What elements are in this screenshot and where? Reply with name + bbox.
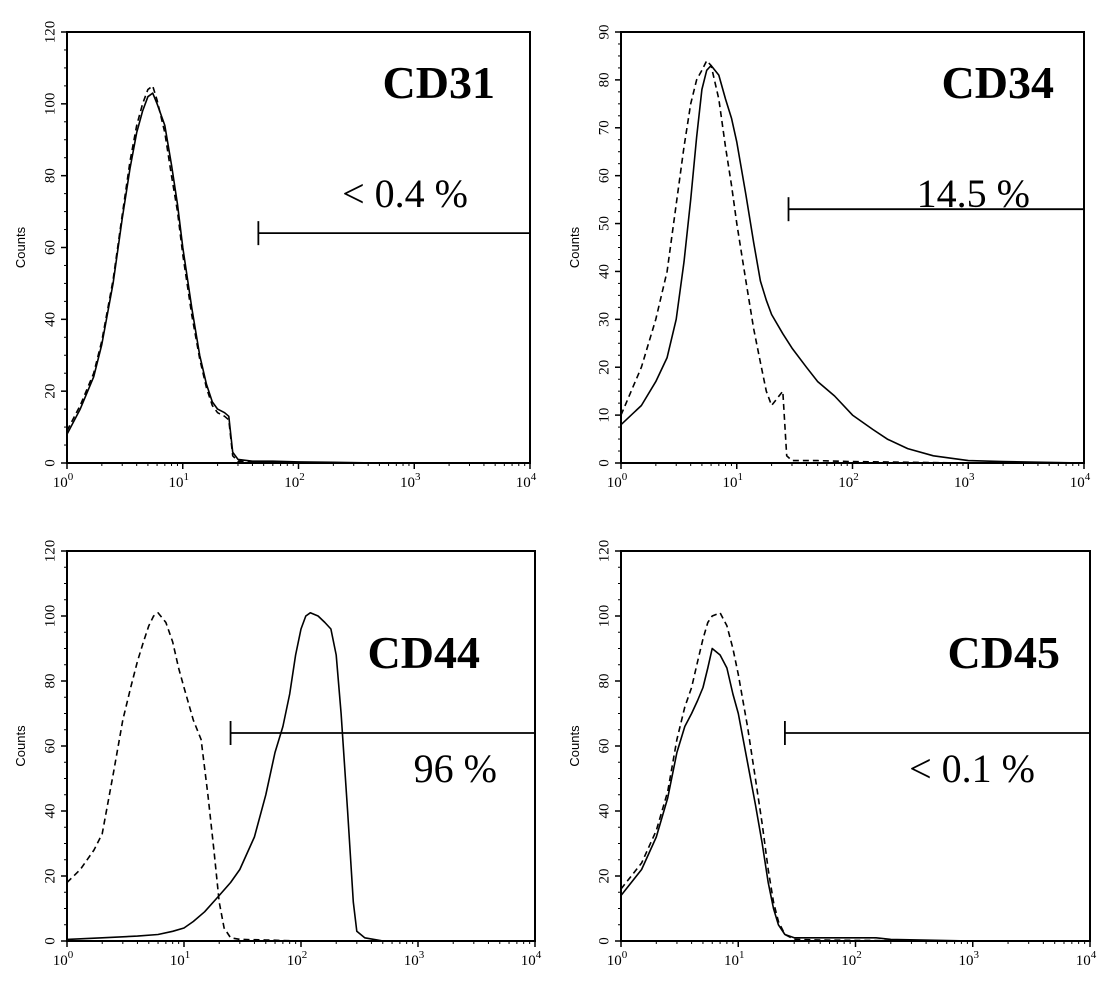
control-histogram-line [67, 611, 535, 941]
stained-histogram-line [67, 611, 535, 941]
y-tick-label: 40 [42, 804, 58, 819]
x-tick-label: 104 [516, 471, 537, 491]
marker-label: CD44 [368, 627, 480, 678]
x-tick-label: 104 [1076, 949, 1097, 969]
y-tick-label: 40 [42, 312, 58, 327]
x-tick-label: 102 [838, 471, 859, 491]
y-tick-label: 120 [42, 21, 58, 44]
y-tick-label: 60 [596, 739, 612, 754]
y-tick-label: 10 [596, 408, 612, 423]
percentage-label: < 0.1 % [909, 746, 1035, 791]
x-tick-label: 103 [954, 471, 975, 491]
x-tick-label: 102 [287, 949, 308, 969]
y-tick-label: 80 [42, 674, 58, 689]
y-tick-label: 80 [42, 168, 58, 183]
y-tick-label: 100 [42, 93, 58, 116]
y-tick-label: 80 [596, 72, 612, 87]
x-tick-label: 100 [607, 949, 628, 969]
control-histogram-line [621, 59, 1084, 463]
y-tick-label: 20 [42, 384, 58, 399]
percentage-label: < 0.4 % [342, 171, 468, 216]
panel-cd45: 0 20 40 60 80 100 120 100 101 102 103 104 Counts CD45… [567, 540, 1097, 969]
control-histogram-line [621, 611, 1090, 941]
y-tick-label: 0 [42, 937, 58, 945]
y-tick-label: 40 [596, 804, 612, 819]
y-axis-label: Counts [567, 725, 582, 767]
x-tick-label: 101 [169, 471, 190, 491]
control-histogram-line [67, 85, 530, 463]
marker-label: CD31 [383, 57, 495, 108]
x-tick-label: 101 [724, 949, 745, 969]
y-tick-label: 60 [42, 240, 58, 255]
y-tick-label: 30 [596, 312, 612, 327]
y-tick-label: 0 [42, 459, 58, 467]
panel-cd34: 0 10 20 30 40 50 60 70 80 90 100 101 102 103 104 Counts… [567, 25, 1091, 492]
percentage-label: 14.5 % [917, 171, 1030, 216]
x-tick-label: 103 [959, 949, 980, 969]
x-tick-label: 100 [607, 471, 628, 491]
y-axis-label: Counts [13, 226, 28, 268]
y-tick-label: 70 [596, 120, 612, 135]
x-tick-label: 103 [400, 471, 421, 491]
x-tick-label: 102 [284, 471, 305, 491]
y-tick-label: 120 [42, 540, 58, 563]
y-tick-label: 100 [42, 605, 58, 628]
panel-cd31: 0 20 40 60 80 100 120 100 101 102 103 104 Counts CD31… [13, 21, 537, 491]
x-tick-label: 104 [521, 949, 542, 969]
y-tick-label: 0 [596, 459, 612, 467]
x-tick-label: 100 [53, 471, 74, 491]
x-tick-label: 101 [170, 949, 191, 969]
x-tick-label: 101 [723, 471, 744, 491]
y-tick-label: 0 [596, 937, 612, 945]
x-tick-label: 100 [53, 949, 74, 969]
stained-histogram-line [67, 92, 530, 463]
y-tick-label: 60 [42, 739, 58, 754]
stained-histogram-line [621, 64, 1084, 463]
y-tick-label: 20 [42, 869, 58, 884]
y-tick-label: 80 [596, 674, 612, 689]
stained-histogram-line [621, 647, 1090, 941]
x-tick-label: 104 [1070, 471, 1091, 491]
y-tick-label: 50 [596, 216, 612, 231]
y-tick-label: 100 [596, 605, 612, 628]
y-axis-label: Counts [567, 226, 582, 268]
y-tick-label: 120 [596, 540, 612, 563]
y-tick-label: 60 [596, 168, 612, 183]
y-tick-label: 40 [596, 264, 612, 279]
marker-label: CD45 [948, 627, 1060, 678]
y-tick-label: 90 [596, 25, 612, 40]
x-tick-label: 102 [841, 949, 862, 969]
y-axis-label: Counts [13, 725, 28, 767]
percentage-label: 96 % [414, 746, 497, 791]
y-tick-label: 20 [596, 869, 612, 884]
y-tick-label: 20 [596, 360, 612, 375]
marker-label: CD34 [942, 57, 1054, 108]
panel-cd44: 0 20 40 60 80 100 120 100 101 102 103 104 Counts CD44… [13, 540, 542, 969]
x-tick-label: 103 [404, 949, 425, 969]
